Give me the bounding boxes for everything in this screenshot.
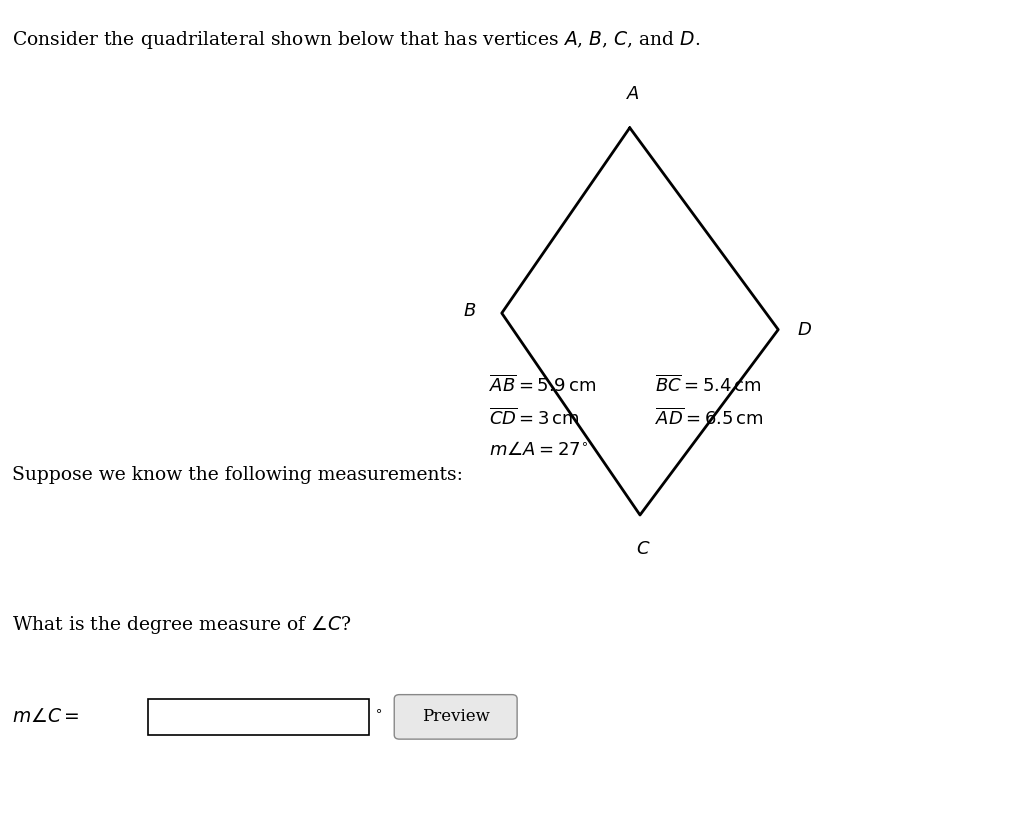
- Text: Preview: Preview: [422, 709, 489, 725]
- Text: $D$: $D$: [797, 321, 812, 339]
- FancyBboxPatch shape: [148, 699, 369, 735]
- Text: $A$: $A$: [626, 85, 640, 103]
- Text: $\overline{AB} = 5.9\,\mathrm{cm}$: $\overline{AB} = 5.9\,\mathrm{cm}$: [489, 375, 597, 396]
- Text: $\overline{AD} = 6.5\,\mathrm{cm}$: $\overline{AD} = 6.5\,\mathrm{cm}$: [655, 408, 764, 429]
- Text: What is the degree measure of $\angle C$?: What is the degree measure of $\angle C$…: [12, 614, 352, 636]
- Text: $m\angle C =$: $m\angle C =$: [12, 708, 80, 726]
- Text: $\overline{BC} = 5.4\,\mathrm{cm}$: $\overline{BC} = 5.4\,\mathrm{cm}$: [655, 375, 762, 396]
- Text: $\overline{CD} = 3\,\mathrm{cm}$: $\overline{CD} = 3\,\mathrm{cm}$: [489, 408, 581, 429]
- Text: $C$: $C$: [636, 540, 650, 558]
- Text: $B$: $B$: [463, 302, 476, 321]
- Text: $m\angle A = 27^{\circ}$: $m\angle A = 27^{\circ}$: [489, 441, 589, 459]
- Text: Suppose we know the following measurements:: Suppose we know the following measuremen…: [12, 466, 463, 484]
- Text: $^{\circ}$: $^{\circ}$: [374, 708, 382, 726]
- FancyBboxPatch shape: [394, 695, 517, 739]
- Text: Consider the quadrilateral shown below that has vertices $A$, $B$, $C$, and $D$.: Consider the quadrilateral shown below t…: [12, 29, 700, 51]
